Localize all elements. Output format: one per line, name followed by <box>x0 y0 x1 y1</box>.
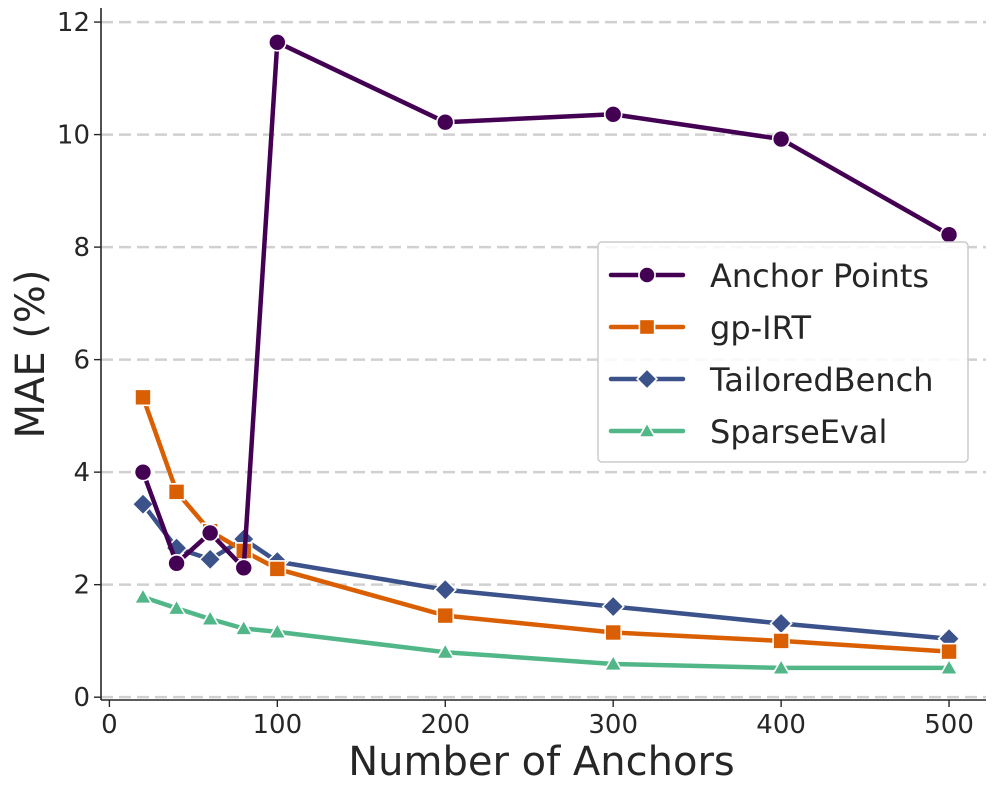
legend-marker-gp-irt <box>638 318 656 336</box>
axes: 0 2 4 6 8 10 12 0 100 200 300 400 500 <box>57 8 986 740</box>
legend-marker-anchor-points <box>638 266 656 284</box>
y-tick-label: 2 <box>73 571 90 601</box>
legend-marker-sparseeval <box>637 421 657 438</box>
data-point-anchor-points <box>268 33 287 52</box>
data-point-tailoredbench <box>198 547 222 571</box>
data-point-sparseeval <box>166 598 187 616</box>
gridlines <box>101 20 986 699</box>
data-point-sparseeval <box>771 657 792 676</box>
legend-box <box>597 241 969 463</box>
data-point-sparseeval <box>435 642 456 660</box>
y-tick-label: 4 <box>73 458 90 488</box>
legend-label-anchor-points: Anchor Points <box>710 257 929 295</box>
x-tick-label: 200 <box>420 710 470 740</box>
data-point-anchor-points <box>939 225 959 245</box>
data-point-gp-irt <box>268 560 287 578</box>
data-point-tailoredbench <box>769 611 793 636</box>
data-point-tailoredbench <box>131 492 155 516</box>
y-tick-label: 0 <box>73 683 90 713</box>
x-tick-label: 500 <box>924 710 974 740</box>
x-axis-label: Number of Anchors <box>348 739 734 785</box>
data-point-anchor-points <box>603 105 623 124</box>
y-tick-label: 12 <box>57 8 90 38</box>
y-tick-label: 8 <box>73 233 90 263</box>
y-axis-label: MAE (%) <box>8 269 54 438</box>
legend-label-tailoredbench: TailoredBench <box>709 361 933 399</box>
series-line-sparseeval <box>140 594 952 671</box>
legend-entry-anchor-points: Anchor Points <box>608 257 929 295</box>
x-tick-label: 0 <box>101 710 118 740</box>
y-tick-label: 10 <box>57 121 90 151</box>
legend-entry-gp-irt: gp-IRT <box>608 309 812 347</box>
data-point-anchor-points <box>771 129 791 149</box>
y-tick-label: 6 <box>73 346 90 376</box>
data-point-tailoredbench <box>433 578 457 602</box>
series-sparseeval <box>133 586 959 676</box>
data-point-tailoredbench <box>601 594 625 619</box>
data-point-anchor-points <box>234 558 254 578</box>
data-point-sparseeval <box>267 621 288 640</box>
data-point-sparseeval <box>133 586 153 605</box>
series-layer <box>131 33 961 676</box>
data-point-sparseeval <box>200 608 221 627</box>
series-line-tailoredbench <box>140 501 952 641</box>
data-point-gp-irt <box>772 632 790 650</box>
legend-label-sparseeval: SparseEval <box>710 413 887 451</box>
data-point-sparseeval <box>939 657 959 676</box>
data-point-gp-irt <box>604 623 622 642</box>
legend-marker-tailoredbench <box>635 367 659 391</box>
legend: Anchor Points gp-IRT TailoredBench SparseEv… <box>597 241 969 463</box>
data-point-anchor-points <box>167 553 186 573</box>
series-anchor-points <box>133 33 959 578</box>
data-point-gp-irt <box>167 483 186 501</box>
data-point-anchor-points <box>133 462 153 482</box>
data-point-anchor-points <box>200 523 220 543</box>
legend-entry-sparseeval: SparseEval <box>608 413 887 451</box>
data-point-anchor-points <box>435 112 455 132</box>
data-point-sparseeval <box>603 653 624 672</box>
data-point-gp-irt <box>134 388 152 407</box>
data-point-gp-irt <box>940 642 958 661</box>
legend-entry-tailoredbench: TailoredBench <box>608 361 933 399</box>
x-tick-label: 400 <box>756 710 806 740</box>
data-point-sparseeval <box>233 618 254 636</box>
x-tick-label: 100 <box>253 710 303 740</box>
legend-label-gp-irt: gp-IRT <box>710 309 812 347</box>
data-point-gp-irt <box>436 606 455 625</box>
x-tick-label: 300 <box>588 710 638 740</box>
